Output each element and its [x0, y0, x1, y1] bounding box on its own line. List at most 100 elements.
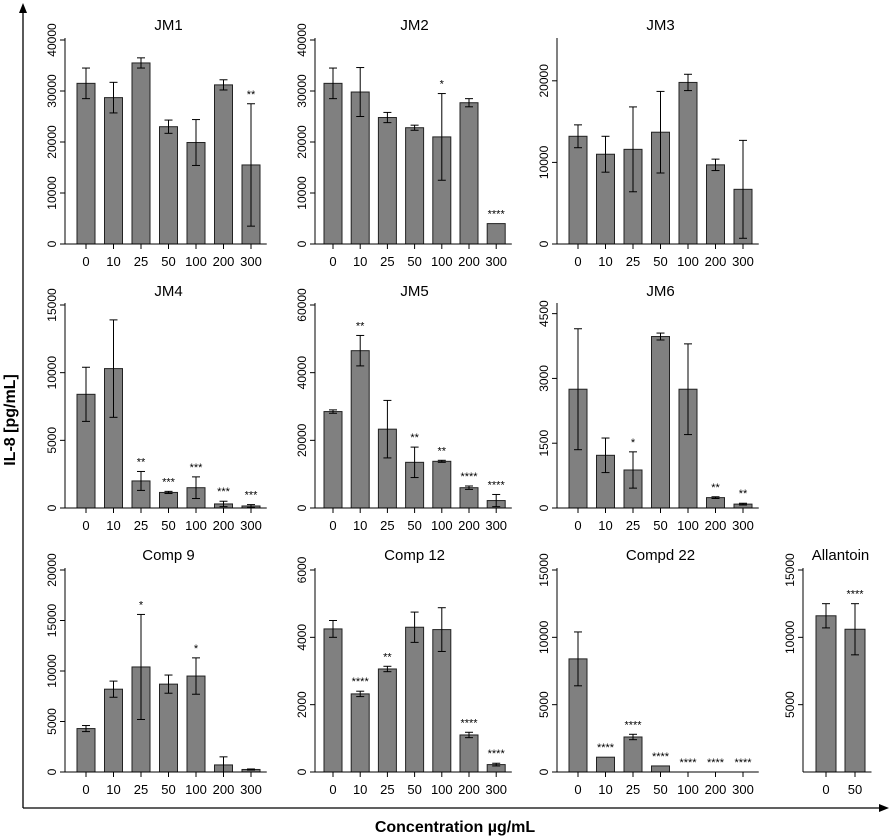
y-tick-label: 20000 [45, 553, 59, 587]
significance-label: **** [734, 757, 752, 769]
y-tick-label: 15000 [783, 553, 797, 587]
x-tick-label: 300 [485, 254, 507, 269]
x-tick-label: 300 [485, 782, 507, 797]
bar [159, 683, 178, 773]
significance-label: **** [460, 471, 478, 483]
bar [76, 82, 96, 245]
x-tick-label: 50 [848, 782, 862, 797]
x-tick-label: 10 [353, 518, 367, 533]
bar [432, 460, 452, 509]
x-tick-label: 300 [485, 518, 507, 533]
y-tick-label: 10000 [45, 176, 59, 210]
y-tick-label: 0 [295, 240, 309, 247]
x-tick-label: 100 [431, 518, 453, 533]
y-tick-label: 0 [537, 240, 551, 247]
significance-label: ** [137, 456, 146, 468]
significance-label: * [194, 643, 199, 655]
y-tick-label: 40000 [295, 23, 309, 57]
x-tick-label: 100 [677, 782, 699, 797]
x-tick-label: 25 [380, 254, 394, 269]
x-tick-label: 10 [598, 782, 612, 797]
bar [104, 688, 123, 773]
y-tick-label: 15000 [45, 603, 59, 637]
panel-title: Comp 12 [384, 547, 445, 564]
y-tick-label: 2000 [295, 691, 309, 718]
chart-panel-jm6: JM6 0 1500 3000 4500 0 10 25 * 50 100 200 ** 300 ** [537, 283, 759, 533]
significance-label: **** [652, 751, 670, 763]
x-tick-label: 300 [240, 782, 262, 797]
significance-label: **** [488, 748, 506, 760]
y-tick-label: 5000 [45, 708, 59, 735]
significance-label: *** [245, 490, 259, 502]
x-tick-label: 25 [380, 518, 394, 533]
bar [323, 82, 343, 245]
x-tick-label: 25 [380, 782, 394, 797]
bar [706, 497, 725, 509]
y-tick-label: 3000 [537, 365, 551, 392]
panel-title: Comp 9 [142, 547, 195, 564]
x-tick-label: 50 [653, 254, 667, 269]
bar [323, 411, 343, 509]
y-tick-label: 5000 [45, 427, 59, 454]
figure-y-axis-arrow [19, 3, 27, 13]
bar [214, 84, 233, 245]
x-tick-label: 0 [574, 782, 581, 797]
x-tick-label: 300 [240, 518, 262, 533]
panel-title: Compd 22 [626, 547, 695, 564]
y-tick-label: 10000 [45, 654, 59, 688]
bar [159, 126, 178, 245]
significance-label: **** [488, 479, 506, 491]
panel-title: JM1 [154, 17, 182, 34]
y-tick-label: 10000 [537, 145, 551, 179]
x-tick-label: 25 [626, 518, 640, 533]
y-tick-label: 20000 [45, 125, 59, 159]
y-tick-label: 0 [537, 768, 551, 775]
significance-label: **** [597, 742, 615, 754]
figure-x-axis-label: Concentration µg/mL [375, 819, 536, 836]
x-tick-label: 50 [653, 782, 667, 797]
y-tick-label: 0 [537, 504, 551, 511]
bar [651, 765, 670, 773]
y-tick-label: 15000 [537, 553, 551, 587]
chart-panel-allantoin: Allantoin 5000 10000 15000 0 50 **** [783, 547, 872, 797]
y-tick-label: 0 [45, 768, 59, 775]
x-tick-label: 50 [653, 518, 667, 533]
significance-label: * [440, 79, 445, 91]
chart-panel-jm1: JM1 0 10000 20000 30000 40000 0 10 25 50 100 200 300… [45, 17, 267, 269]
significance-label: * [631, 437, 636, 449]
chart-panel-jm3: JM3 0 10000 20000 0 10 25 50 100 200 300 [537, 17, 759, 269]
y-tick-label: 10000 [295, 176, 309, 210]
x-tick-label: 300 [732, 782, 754, 797]
y-tick-label: 6000 [295, 556, 309, 583]
significance-label: **** [460, 717, 478, 729]
panel-title: Allantoin [812, 547, 870, 564]
y-tick-label: 0 [45, 240, 59, 247]
x-tick-label: 10 [598, 254, 612, 269]
x-tick-label: 200 [458, 254, 480, 269]
y-tick-label: 0 [295, 504, 309, 511]
x-tick-label: 50 [161, 254, 175, 269]
significance-label: ** [356, 320, 365, 332]
chart-panel-jm4: JM4 0 5000 10000 15000 0 10 25 ** 50 *** 100 *** 200 *… [45, 283, 267, 533]
bar [104, 97, 123, 245]
x-tick-label: 200 [213, 518, 235, 533]
x-tick-label: 200 [705, 782, 727, 797]
bar [486, 223, 506, 245]
bar [131, 62, 151, 245]
y-tick-label: 10000 [783, 620, 797, 654]
bar [706, 164, 725, 245]
bar [377, 668, 397, 773]
bar [405, 626, 425, 773]
x-tick-label: 0 [574, 518, 581, 533]
panel-title: JM3 [646, 17, 674, 34]
y-tick-label: 40000 [45, 23, 59, 57]
figure-y-axis-label: IL-8 [pg/mL] [2, 374, 19, 466]
bar [405, 127, 425, 245]
x-tick-label: 25 [134, 254, 148, 269]
x-tick-label: 300 [240, 254, 262, 269]
bar [596, 756, 615, 773]
significance-label: * [139, 599, 144, 611]
panel-title: JM5 [400, 283, 428, 300]
x-tick-label: 10 [106, 518, 120, 533]
significance-label: *** [190, 462, 204, 474]
